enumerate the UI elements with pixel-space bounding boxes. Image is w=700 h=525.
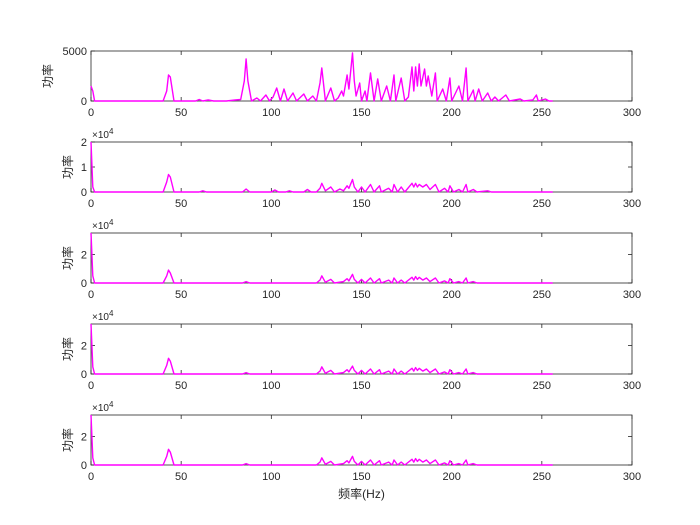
y-tick-label: 0 bbox=[81, 460, 87, 472]
y-tick-label: 5000 bbox=[63, 46, 87, 58]
y-axis-label: 功率 bbox=[60, 337, 75, 361]
series-line-1 bbox=[90, 52, 553, 102]
y-tick-label: 0 bbox=[81, 96, 87, 108]
x-tick-label: 250 bbox=[533, 107, 551, 119]
x-tick-label: 250 bbox=[533, 380, 551, 392]
subplot-4: 0 50 100 150 200 250 300 0 2 ×104 功率 bbox=[60, 309, 641, 392]
axes-box bbox=[90, 50, 633, 102]
series-line-1 bbox=[90, 141, 553, 193]
y-exponent-label: ×104 bbox=[92, 309, 114, 323]
x-tick-label: 50 bbox=[175, 289, 187, 301]
x-tick-label: 0 bbox=[88, 107, 94, 119]
axes-box bbox=[90, 232, 633, 284]
x-tick-label: 100 bbox=[262, 107, 280, 119]
x-tick-label: 0 bbox=[88, 289, 94, 301]
x-tick-label: 300 bbox=[623, 107, 641, 119]
y-axis-label: 功率 bbox=[40, 64, 55, 88]
axes-box bbox=[90, 141, 633, 193]
x-tick-label: 150 bbox=[352, 289, 370, 301]
y-exponent-label: ×104 bbox=[92, 127, 114, 141]
y-tick-label: 2 bbox=[81, 340, 87, 352]
y-axis-label: 功率 bbox=[60, 155, 75, 179]
x-tick-label: 200 bbox=[442, 380, 460, 392]
y-axis-label: 功率 bbox=[60, 246, 75, 270]
y-tick-label: 0 bbox=[81, 187, 87, 199]
subplot-1: 0 50 100 150 200 250 300 0 5000 功率 bbox=[40, 46, 641, 119]
x-tick-label: 100 bbox=[262, 471, 280, 483]
x-tick-label: 300 bbox=[623, 380, 641, 392]
subplot-3: 0 50 100 150 200 250 300 0 2 ×104 功率 bbox=[60, 218, 641, 301]
x-tick-label: 100 bbox=[262, 198, 280, 210]
x-tick-label: 50 bbox=[175, 471, 187, 483]
x-tick-label: 200 bbox=[442, 198, 460, 210]
x-tick-label: 300 bbox=[623, 198, 641, 210]
x-tick-label: 100 bbox=[262, 380, 280, 392]
x-tick-label: 100 bbox=[262, 289, 280, 301]
y-axis-label: 功率 bbox=[60, 428, 75, 452]
series-line-1 bbox=[90, 232, 553, 284]
x-tick-label: 150 bbox=[352, 380, 370, 392]
series-line-1 bbox=[90, 323, 553, 375]
x-tick-label: 300 bbox=[623, 289, 641, 301]
x-tick-label: 0 bbox=[88, 198, 94, 210]
x-tick-label: 50 bbox=[175, 198, 187, 210]
x-tick-label: 50 bbox=[175, 107, 187, 119]
x-tick-label: 250 bbox=[533, 471, 551, 483]
x-tick-label: 250 bbox=[533, 289, 551, 301]
y-exponent-label: ×104 bbox=[92, 400, 114, 414]
y-tick-label: 2 bbox=[81, 249, 87, 261]
x-tick-label: 0 bbox=[88, 380, 94, 392]
y-tick-label: 0 bbox=[81, 369, 87, 381]
x-tick-label: 150 bbox=[352, 107, 370, 119]
y-tick-label: 2 bbox=[81, 431, 87, 443]
y-tick-label: 0 bbox=[81, 278, 87, 290]
x-tick-label: 250 bbox=[533, 198, 551, 210]
x-tick-label: 200 bbox=[442, 107, 460, 119]
series-line-1 bbox=[90, 414, 553, 466]
x-tick-label: 300 bbox=[623, 471, 641, 483]
x-tick-label: 50 bbox=[175, 380, 187, 392]
y-tick-label: 1 bbox=[81, 162, 87, 174]
subplot-2: 0 50 100 150 200 250 300 0 1 2 ×104 功率 bbox=[60, 127, 641, 210]
y-exponent-label: ×104 bbox=[92, 218, 114, 232]
y-tick-label: 2 bbox=[81, 137, 87, 149]
x-tick-label: 150 bbox=[352, 471, 370, 483]
x-tick-label: 0 bbox=[88, 471, 94, 483]
x-tick-label: 200 bbox=[442, 471, 460, 483]
x-axis-label: 频率(Hz) bbox=[338, 486, 385, 501]
x-tick-label: 200 bbox=[442, 289, 460, 301]
x-tick-label: 150 bbox=[352, 198, 370, 210]
axes-box bbox=[90, 323, 633, 375]
